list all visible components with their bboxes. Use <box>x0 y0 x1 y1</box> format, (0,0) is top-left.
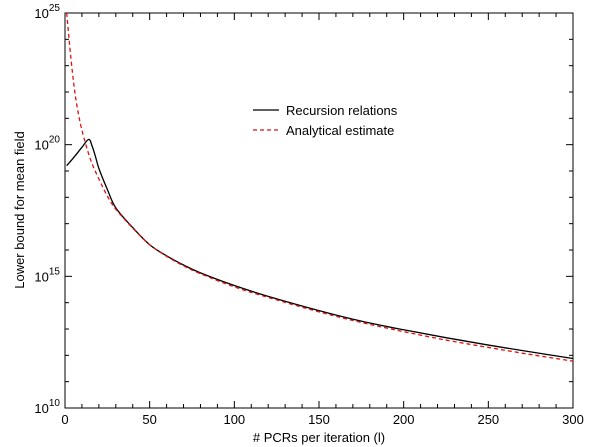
y-tick-label: 1020 <box>34 135 60 153</box>
x-tick-label: 50 <box>142 412 156 427</box>
y-tick-label: 1010 <box>34 398 60 416</box>
series-line-analytical <box>66 12 574 362</box>
x-tick-label: 250 <box>477 412 499 427</box>
legend-label-analytical: Analytical estimate <box>286 123 394 138</box>
y-axis-label: Lower bound for mean field <box>12 131 27 289</box>
x-tick-label: 100 <box>223 412 245 427</box>
series-layer <box>66 12 574 362</box>
y-tick-label: 1015 <box>34 266 60 284</box>
legend: Recursion relations Analytical estimate <box>253 103 398 138</box>
ticks-layer: 0 50 100 150 200 250 300 1010 1015 1020 1025 <box>34 3 583 427</box>
x-axis-label: # PCRs per iteration (l) <box>253 430 385 445</box>
x-tick-label: 0 <box>61 412 68 427</box>
y-tick-label: 1025 <box>34 3 60 21</box>
x-tick-label: 200 <box>393 412 415 427</box>
x-tick-label: 150 <box>308 412 330 427</box>
legend-label-recursion: Recursion relations <box>286 103 398 118</box>
series-line-recursion <box>66 138 574 360</box>
x-tick-label: 300 <box>562 412 584 427</box>
